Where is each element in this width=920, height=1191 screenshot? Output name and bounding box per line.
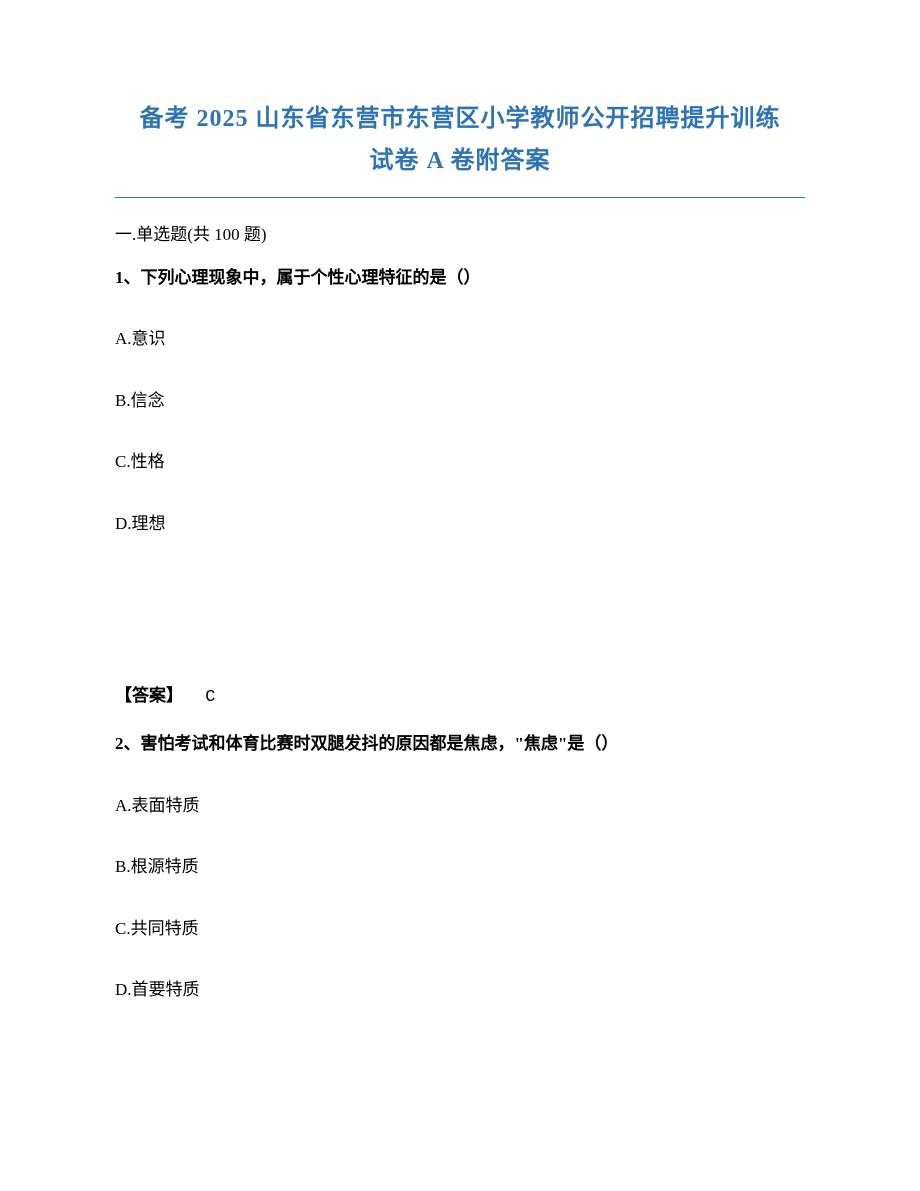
q2-option-d: D.首要特质 — [115, 977, 805, 1003]
title-line-1: 备考 2025 山东省东营市东营区小学教师公开招聘提升训练 — [115, 100, 805, 138]
answer-value: C — [205, 688, 215, 707]
q2-option-b: B.根源特质 — [115, 854, 805, 880]
document-title: 备考 2025 山东省东营市东营区小学教师公开招聘提升训练 试卷 A 卷附答案 — [115, 100, 805, 181]
title-line-2: 试卷 A 卷附答案 — [115, 142, 805, 180]
q2-option-c: C.共同特质 — [115, 916, 805, 942]
q2-stem: 2、害怕考试和体育比赛时双腿发抖的原因都是焦虑，"焦虑"是（） — [115, 731, 805, 757]
q1-answer: 【答案】 C — [115, 681, 805, 707]
answer-label: 【答案】 — [115, 686, 183, 705]
title-underline — [115, 197, 805, 198]
q1-option-d: D.理想 — [115, 511, 805, 537]
q2-option-a: A.表面特质 — [115, 793, 805, 819]
q1-option-b: B.信念 — [115, 388, 805, 414]
q1-stem: 1、下列心理现象中，属于个性心理特征的是（） — [115, 265, 805, 291]
q1-option-a: A.意识 — [115, 326, 805, 352]
section-heading: 一.单选题(共 100 题) — [115, 220, 805, 245]
q1-option-c: C.性格 — [115, 449, 805, 475]
